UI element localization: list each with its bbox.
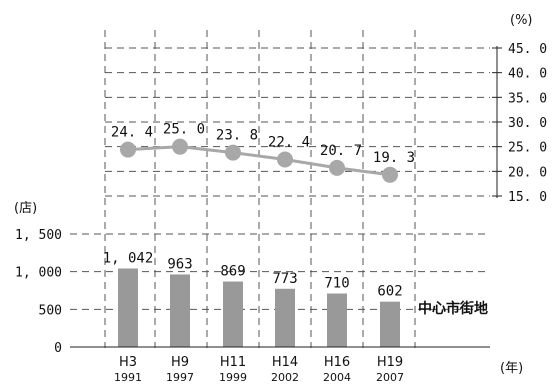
x-year-label: 2004 [323,371,351,384]
left-axis-tick-label: 500 [39,303,62,318]
x-category-label: H3 [119,355,137,370]
bar-value-label: 963 [167,256,192,272]
left-axis-tick-label: 1, 500 [15,228,62,243]
line-point [277,151,293,168]
line-point [172,138,188,155]
line-value-label: 22. 4 [268,134,310,150]
x-year-label: 1991 [114,371,142,384]
bar [223,281,243,347]
x-year-label: 1997 [166,371,194,384]
bar [170,274,190,347]
left-axis-unit: (店) [14,201,37,216]
x-category-label: H14 [272,355,298,370]
line-series [120,138,398,183]
right-axis-tick-label: 40. 0 [508,67,547,82]
bar-value-label: 710 [324,276,349,292]
bar [118,268,138,347]
line-value-label: 19. 3 [373,150,415,166]
line-point [382,166,398,183]
bar [327,293,347,347]
left-axis-tick-label: 0 [54,341,62,356]
x-year-label: 2002 [271,371,299,384]
line-path [127,145,391,177]
line-point [225,144,241,161]
right-axis-tick-label: 20. 0 [508,165,547,180]
right-axis-tick-label: 35. 0 [508,91,547,106]
right-axis-unit: (%) [510,13,533,28]
bar-series-label: 中心市街地 [418,300,488,317]
line-value-label: 24. 4 [111,125,153,141]
bar-value-label: 773 [272,271,297,287]
right-axis-tick-label: 15. 0 [508,190,547,205]
line-point [120,141,136,158]
line-point [329,159,345,176]
right-axis-tick-label: 30. 0 [508,116,547,131]
line-value-label: 23. 8 [216,128,258,144]
labels: 15. 0 20. 0 25. 0 30. 0 35. 0 40. 0 45. 0 (%) 0 5… [14,13,547,384]
line-value-label: 20. 7 [320,143,362,159]
bar-series [118,268,400,347]
left-axis-tick-label: 1, 000 [15,266,62,281]
axes [70,46,502,348]
x-year-label: 2007 [376,371,404,384]
x-category-label: H11 [220,355,246,370]
bar-value-label: 602 [377,284,402,300]
x-category-label: H16 [324,355,350,370]
bar [275,288,295,347]
x-year-label: 1999 [219,371,247,384]
bar-value-label: 1, 042 [103,251,154,267]
x-category-label: H19 [377,355,403,370]
right-axis-tick-label: 25. 0 [508,141,547,156]
bar [380,301,400,347]
right-axis-tick-label: 45. 0 [508,42,547,57]
bar-value-label: 869 [220,264,245,280]
x-axis-unit: (年) [500,361,523,376]
x-category-label: H9 [171,355,189,370]
line-value-label: 25. 0 [163,122,205,138]
grid-lines [70,30,490,348]
